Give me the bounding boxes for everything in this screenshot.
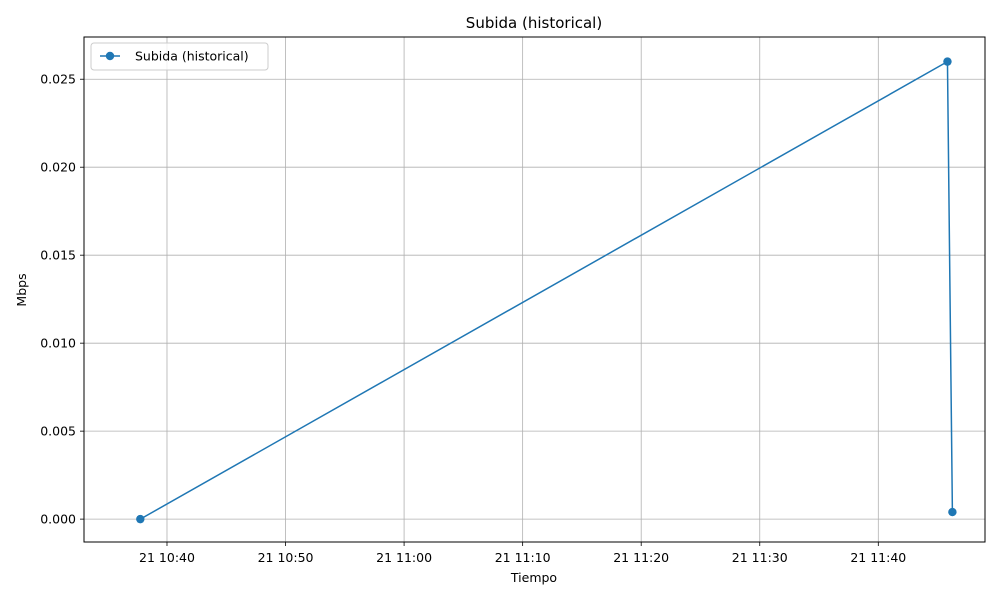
x-tick-label: 21 11:10: [495, 550, 551, 565]
y-tick-label: 0.015: [40, 248, 76, 263]
x-tick-label: 21 11:40: [850, 550, 906, 565]
data-point: [136, 514, 145, 524]
y-tick-label: 0.020: [40, 160, 76, 175]
y-tick-label: 0.025: [40, 72, 76, 87]
legend: Subida (historical): [90, 42, 269, 71]
x-axis-label: Tiempo: [510, 570, 557, 585]
x-tick-label: 21 11:20: [613, 550, 669, 565]
data-point: [948, 507, 957, 517]
y-tick-label: 0.010: [40, 336, 76, 351]
y-tick-label: 0.000: [40, 512, 76, 527]
x-tick-label: 21 11:00: [376, 550, 432, 565]
grid: [84, 37, 985, 542]
x-axis-ticks: 21 10:40 21 10:50 21 11:00 21 11:10 21 11:20…: [139, 542, 906, 565]
x-tick-label: 21 10:50: [258, 550, 314, 565]
data-point: [943, 57, 952, 66]
legend-entry-label: Subida (historical): [135, 49, 249, 64]
y-tick-label: 0.005: [40, 424, 76, 439]
legend-box: [90, 42, 269, 71]
y-axis-ticks: 0.000 0.005 0.010 0.015 0.020 0.025: [40, 72, 84, 527]
y-axis-label: Mbps: [14, 273, 29, 306]
x-tick-label: 21 10:40: [139, 550, 195, 565]
legend-marker-swatch: [105, 51, 115, 61]
plot-frame: [83, 36, 986, 543]
series-layer: [136, 57, 957, 524]
x-tick-label: 21 11:30: [732, 550, 788, 565]
chart-title: Subida (historical): [466, 14, 602, 32]
